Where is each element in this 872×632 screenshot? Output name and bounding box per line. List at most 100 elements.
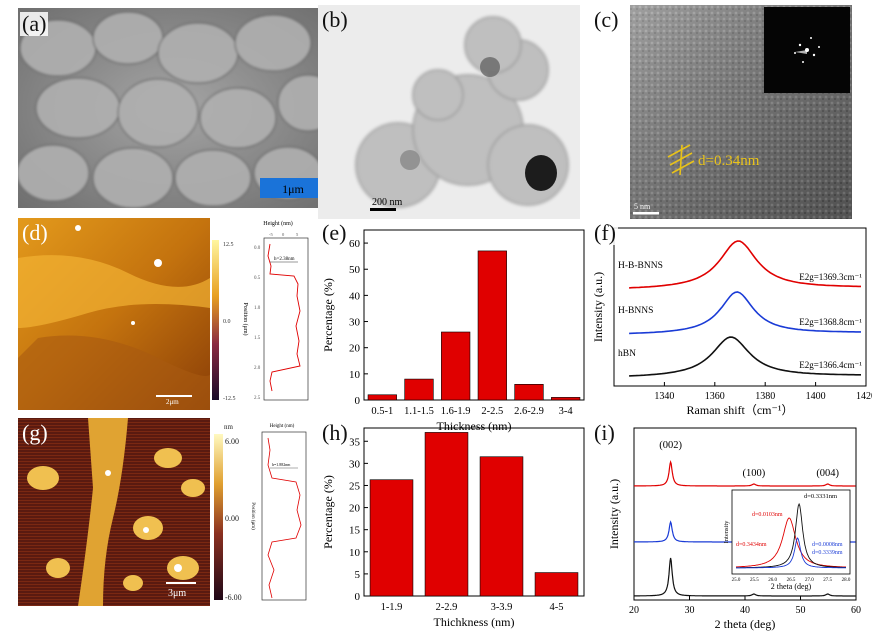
bar [404,378,434,401]
inset-x-tick-label: 25.0 [732,578,741,583]
panel-c-hrtem-image: d=0.34nm 5 nm (c) [590,5,852,219]
x-axis-label: Raman shift（cm⁻¹） [687,403,794,417]
x-tick-label: 1.6-1.9 [441,406,471,417]
inset-x-tick-label: 28.0 [842,578,851,583]
inset-x-tick-label: 26.0 [768,578,777,583]
panel-label-i: (i) [592,420,617,445]
profile-xtick: 5 [296,232,299,237]
bar [479,456,524,597]
scale-bar [370,208,396,211]
x-tick-label: 30 [685,605,695,616]
inset-annotation: d=0.0008nm [812,542,843,548]
scale-bar-label: 200 nm [372,197,403,208]
x-tick-label: 50 [796,605,806,616]
panel-e-thickness-histogram: 0 10 20 30 40 50 60 0.5-1 1.1-1.5 1.6-1.9 2-2.5 2.6… [318,218,588,436]
inset-x-tick-label: 27.5 [823,578,832,583]
scale-bar-label: 2μm [166,398,179,406]
y-tick-label: 10 [349,547,361,559]
bar [534,572,579,597]
profile-ylabel: Position (μm) [250,502,255,530]
profile-ytick: 2.0 [254,366,261,371]
inset-annotation: d=0.3339nm [812,550,843,556]
x-tick-label: 4-5 [550,602,564,613]
tem-image: 200 nm [318,5,580,219]
panel-label-g: (g) [22,420,48,445]
panel-label-a: (a) [20,11,49,36]
panel-label-e: (e) [320,220,349,245]
peak-label: E2g=1368.8cm⁻¹ [799,317,862,327]
panel-a-sem-image: 1μm (a) [18,8,330,208]
line-chart: 1340 1360 1380 1400 1420 Raman shift（cm⁻¹） Int… [591,227,872,417]
colorbar-tick: 12.5 [223,242,234,248]
panel-b-tem-image: 200 nm (b) [318,5,580,219]
inset-curve [735,517,846,568]
series-label: H-B-BNNS [618,261,663,271]
panel-f-raman-spectra: 1340 1360 1380 1400 1420 Raman shift（cm⁻¹） Int… [590,218,872,418]
xrd-line [634,459,856,487]
x-tick-label: 1360 [705,391,725,402]
height-profile-g: Height (nm) Position (μm) h=1.882nm [248,420,308,606]
colorbar-tick: 0.0 [223,319,231,325]
y-tick-label: 30 [349,317,361,329]
x-tick-label: 3-4 [559,406,574,417]
x-tick-label: 0.5-1 [371,406,393,417]
x-tick-label: 20 [629,605,639,616]
scale-bar [633,212,659,215]
profile-annotation: h=1.882nm [272,462,291,467]
y-tick-label: 0 [355,395,361,407]
inset-annotation: d=0.0103nm [752,512,783,518]
profile-ylabel: Position (μm) [242,302,249,335]
hrtem-image: d=0.34nm 5 nm [590,5,852,219]
afm-colorbar-d: 12.5 0.0 -12.5 [210,236,240,404]
line-chart: 20 30 40 50 60 2 theta (deg) Intensity (a.u.) (… [607,427,861,631]
bar-chart: 0 5 10 15 20 25 30 35 1-1.9 2-2.9 3-3.9 4-5 Thichkne… [321,427,585,629]
spectrum-line [629,291,861,335]
spectrum-line [629,240,861,289]
series-label: hBN [618,349,636,359]
inset-x-tick-label: 27.0 [805,578,814,583]
colorbar-tick: 0.00 [225,514,239,523]
scale-bar [156,395,192,397]
inset-x-label: 2 theta (deg) [771,582,812,591]
profile-annotation: h=2.38nm [274,257,295,262]
inset-curve [736,537,846,569]
lattice-fringe-marker [667,144,695,176]
afm-colorbar-g: nm 6.00 0.00 -6.00 [212,420,252,606]
scale-bar [260,178,326,198]
y-tick-label: 10 [349,369,361,381]
x-tick-label: 1380 [755,391,775,402]
x-tick-label: 3-3.9 [491,602,513,613]
profile-line [267,243,301,392]
afm-image: 3μm [18,418,210,606]
panel-h-thickness-histogram: 0 5 10 15 20 25 30 35 1-1.9 2-2.9 3-3.9 4-5 Thichkne… [318,418,588,630]
y-tick-label: 50 [349,264,361,276]
y-tick-label: 60 [349,238,361,250]
profile-title: Height (nm) [263,220,293,227]
profile-ytick: 0.5 [254,276,261,281]
spectrum-line [629,336,861,377]
colorbar-tick: 6.00 [225,437,239,446]
peak-label: (002) [659,440,682,451]
y-axis-label: Percentage (%) [321,475,335,549]
profile-title: Height (nm) [270,424,295,429]
plot-frame [363,427,585,597]
peak-label: (004) [816,468,839,479]
y-tick-label: 15 [349,525,361,537]
y-tick-label: 40 [349,290,361,302]
x-tick-label: 2-2.5 [481,406,503,417]
panel-label-h: (h) [320,420,350,445]
scale-bar-label: 5 nm [634,202,651,211]
y-tick-label: 0 [355,591,361,603]
profile-ytick: 2.5 [254,396,261,401]
y-tick-label: 30 [349,458,361,470]
panel-label-f: (f) [592,220,618,245]
peak-label: (100) [743,468,766,479]
panel-i-xrd-patterns: 20 30 40 50 60 2 theta (deg) Intensity (a.u.) (… [590,418,872,632]
bar [367,394,397,401]
y-tick-label: 25 [349,480,361,492]
peak-label: E2g=1369.3cm⁻¹ [799,272,862,282]
x-tick-label: 1340 [654,391,674,402]
profile-xtick: 0 [282,232,285,237]
inset-x-tick-label: 26.5 [787,578,796,583]
panel-g-afm-image: 3μm (g) [18,418,210,606]
